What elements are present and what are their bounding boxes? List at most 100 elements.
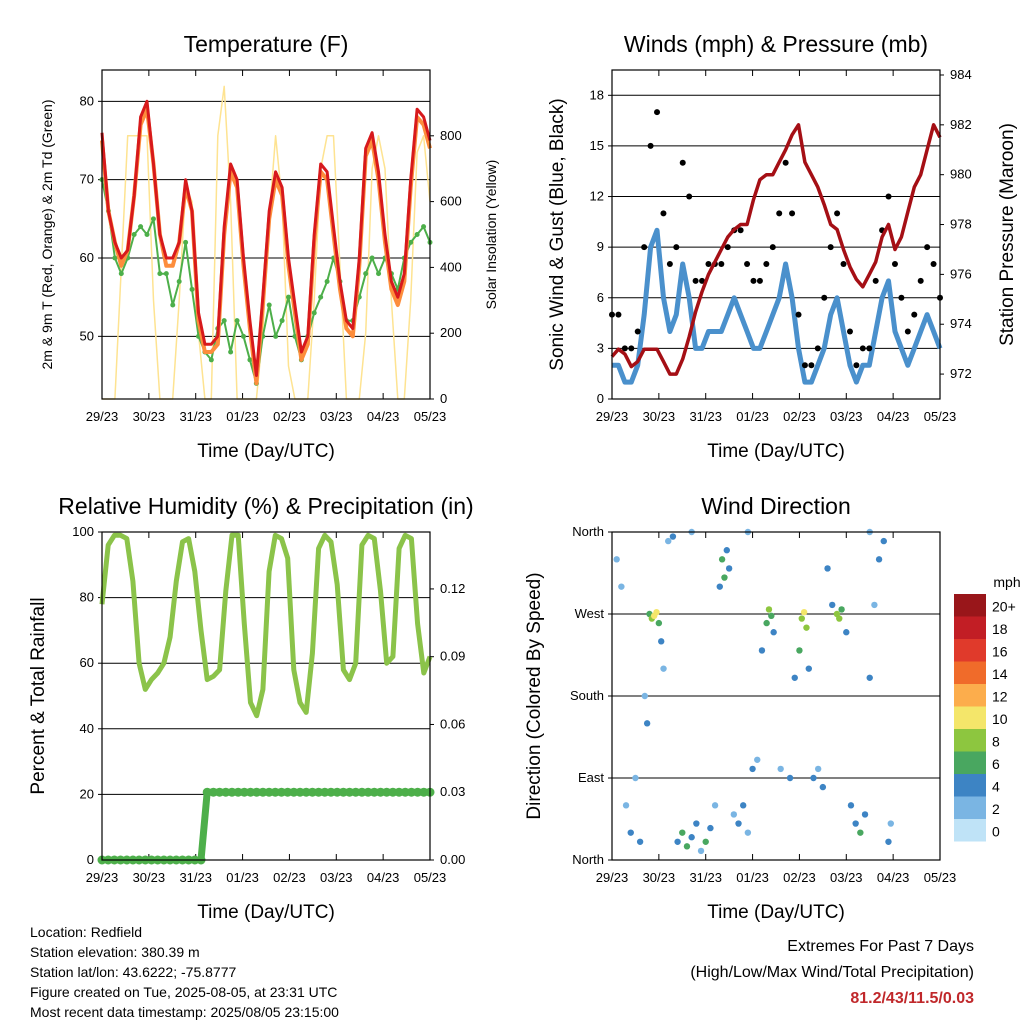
direction-point	[777, 765, 784, 773]
rainfall-point	[382, 787, 392, 797]
x-tick-label: 01/23	[736, 409, 769, 424]
gust-point	[898, 294, 905, 301]
rainfall-point	[233, 787, 243, 797]
series-2m-temp	[100, 99, 432, 377]
gust-point	[699, 277, 706, 284]
direction-point	[847, 802, 855, 809]
series-total-rainfall	[102, 788, 430, 864]
colorbar-swatch	[954, 661, 986, 684]
direction-point	[843, 629, 850, 636]
gust-point	[924, 244, 931, 251]
direction-point	[885, 838, 892, 845]
colorbar-label: 4	[992, 778, 1000, 794]
colorbar-label: 14	[992, 666, 1008, 682]
x-axis-label: Time (Day/UTC)	[197, 902, 335, 923]
panel-3: Wind Direction Time (Day/UTC) 29/23 30/23 31…	[524, 493, 1021, 923]
x-tick-label: 29/23	[86, 870, 119, 885]
gust-point	[859, 345, 866, 352]
direction-point	[803, 624, 810, 631]
y-tick-label: North	[572, 524, 604, 539]
plot-border	[611, 69, 941, 400]
direction-point	[819, 783, 827, 791]
gust-point	[866, 345, 873, 352]
rainfall-point	[221, 787, 231, 797]
direction-point	[643, 720, 651, 727]
direction-point	[838, 606, 845, 613]
x-tick-label: 01/23	[226, 409, 259, 424]
colorbar-swatch	[954, 819, 986, 842]
gust-point	[647, 142, 654, 149]
colorbar-swatch	[954, 774, 986, 797]
colorbar-label: 16	[992, 643, 1008, 659]
gust-point	[750, 277, 757, 284]
rainfall-point	[314, 787, 324, 797]
rainfall-point	[406, 787, 416, 797]
direction-point	[880, 537, 887, 545]
x-tick-label: 05/23	[414, 409, 447, 424]
x-tick-label: 03/23	[320, 870, 353, 885]
y-tick-label: 0	[87, 852, 94, 867]
y-tick-label: 70	[80, 172, 94, 187]
extremes-box: Extremes For Past 7 Days (High/Low/Max W…	[690, 934, 974, 1012]
direction-point	[829, 601, 836, 609]
rainfall-point	[326, 787, 336, 797]
gust-point	[621, 345, 628, 352]
recent-timestamp: Most recent data timestamp: 2025/08/05 2…	[30, 1004, 339, 1020]
extremes-subtitle: (High/Low/Max Wind/Total Precipitation)	[690, 964, 974, 981]
y-tick-label: 9	[597, 239, 604, 254]
gust-point	[692, 277, 699, 284]
plot-border	[101, 531, 431, 861]
rainfall-point	[338, 787, 348, 797]
gust-point	[634, 328, 641, 335]
colorbar-swatch	[954, 594, 986, 617]
direction-point	[702, 838, 709, 845]
rainfall-point	[227, 787, 237, 797]
x-tick-label: 01/23	[226, 870, 259, 885]
rainfall-point	[375, 787, 385, 797]
x-tick-label: 05/23	[924, 409, 957, 424]
colorbar-label: 12	[992, 688, 1008, 704]
gust-point	[737, 227, 744, 234]
direction-point	[674, 838, 681, 845]
rainfall-point	[208, 787, 218, 797]
direction-point	[800, 608, 808, 616]
gust-point	[885, 193, 892, 200]
y-right-tick-label: 800	[440, 128, 462, 143]
series-relative-humidity	[99, 532, 433, 719]
direction-point	[711, 802, 719, 809]
direction-point	[655, 619, 663, 627]
x-axis-label: Time (Day/UTC)	[707, 441, 845, 462]
gust-point	[654, 109, 661, 116]
x-tick-label: 30/23	[643, 870, 676, 885]
gust-point	[911, 311, 918, 318]
y-right-tick-label: 0.09	[440, 649, 465, 664]
x-tick-label: 29/23	[86, 409, 119, 424]
rainfall-point	[320, 787, 330, 797]
x-tick-label: 31/23	[179, 870, 212, 885]
series-sonic-wind	[612, 227, 943, 385]
rainfall-point	[239, 787, 249, 797]
x-tick-label: 04/23	[367, 409, 400, 424]
direction-point	[796, 647, 803, 654]
plot-border	[101, 69, 431, 400]
gust-point	[872, 277, 879, 284]
y-axis-label: Percent & Total Rainfall	[28, 597, 49, 794]
direction-point	[875, 556, 883, 563]
rainfall-point	[202, 787, 212, 797]
gust-point	[846, 328, 853, 335]
station-elevation: Station elevation: 380.39 m	[30, 944, 200, 960]
colorbar-swatch	[954, 706, 986, 729]
y-tick-label: North	[572, 852, 604, 867]
rainfall-point	[419, 787, 429, 797]
direction-point	[716, 583, 723, 590]
y-right-tick-label: 0.03	[440, 784, 465, 799]
rainfall-point	[283, 787, 293, 797]
x-tick-label: 02/23	[273, 409, 306, 424]
x-tick-label: 05/23	[414, 870, 447, 885]
gust-point	[686, 193, 693, 200]
direction-point	[683, 843, 691, 850]
direction-point	[814, 765, 822, 773]
colorbar-label: 20+	[992, 598, 1016, 614]
y-right-tick-label: 978	[950, 217, 972, 232]
